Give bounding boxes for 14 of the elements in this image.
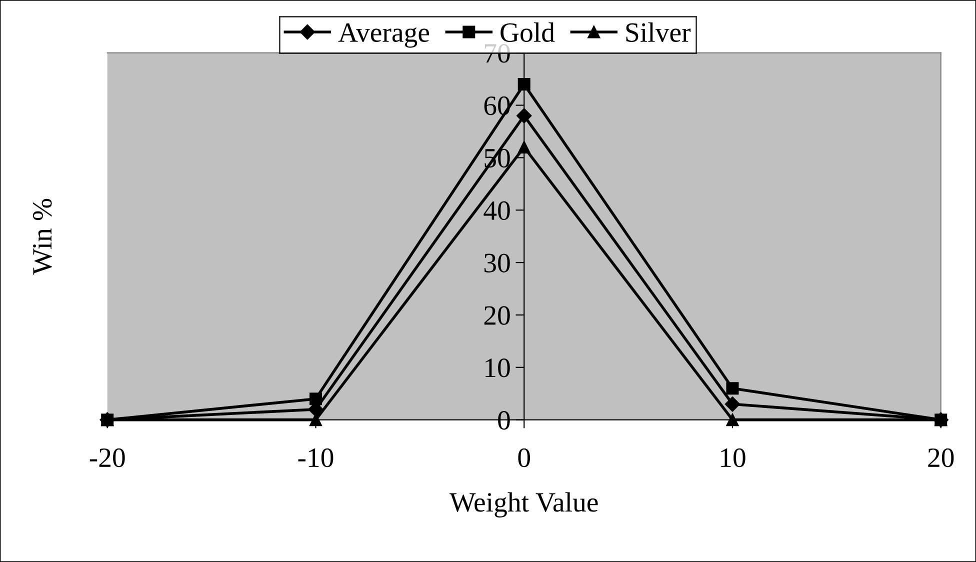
legend-label: Average bbox=[338, 23, 430, 48]
x-tick-label: 10 bbox=[721, 448, 746, 468]
x-tick-label: 0 bbox=[518, 448, 530, 468]
legend-label: Silver bbox=[626, 22, 691, 42]
x-tick-label: -20 bbox=[90, 448, 125, 468]
legend-label: Gold bbox=[500, 22, 555, 42]
x-tick-label: -10 bbox=[298, 448, 334, 468]
y-tick-label: 40 bbox=[484, 201, 510, 220]
y-tick-label: 10 bbox=[486, 358, 510, 378]
x-tick-label: 20 bbox=[928, 448, 954, 468]
y-tick-label: 20 bbox=[484, 306, 510, 325]
x-axis-title: Weight Value bbox=[450, 492, 598, 518]
y-tick-label: 30 bbox=[484, 254, 510, 272]
y-axis-title: Win % bbox=[32, 198, 52, 275]
